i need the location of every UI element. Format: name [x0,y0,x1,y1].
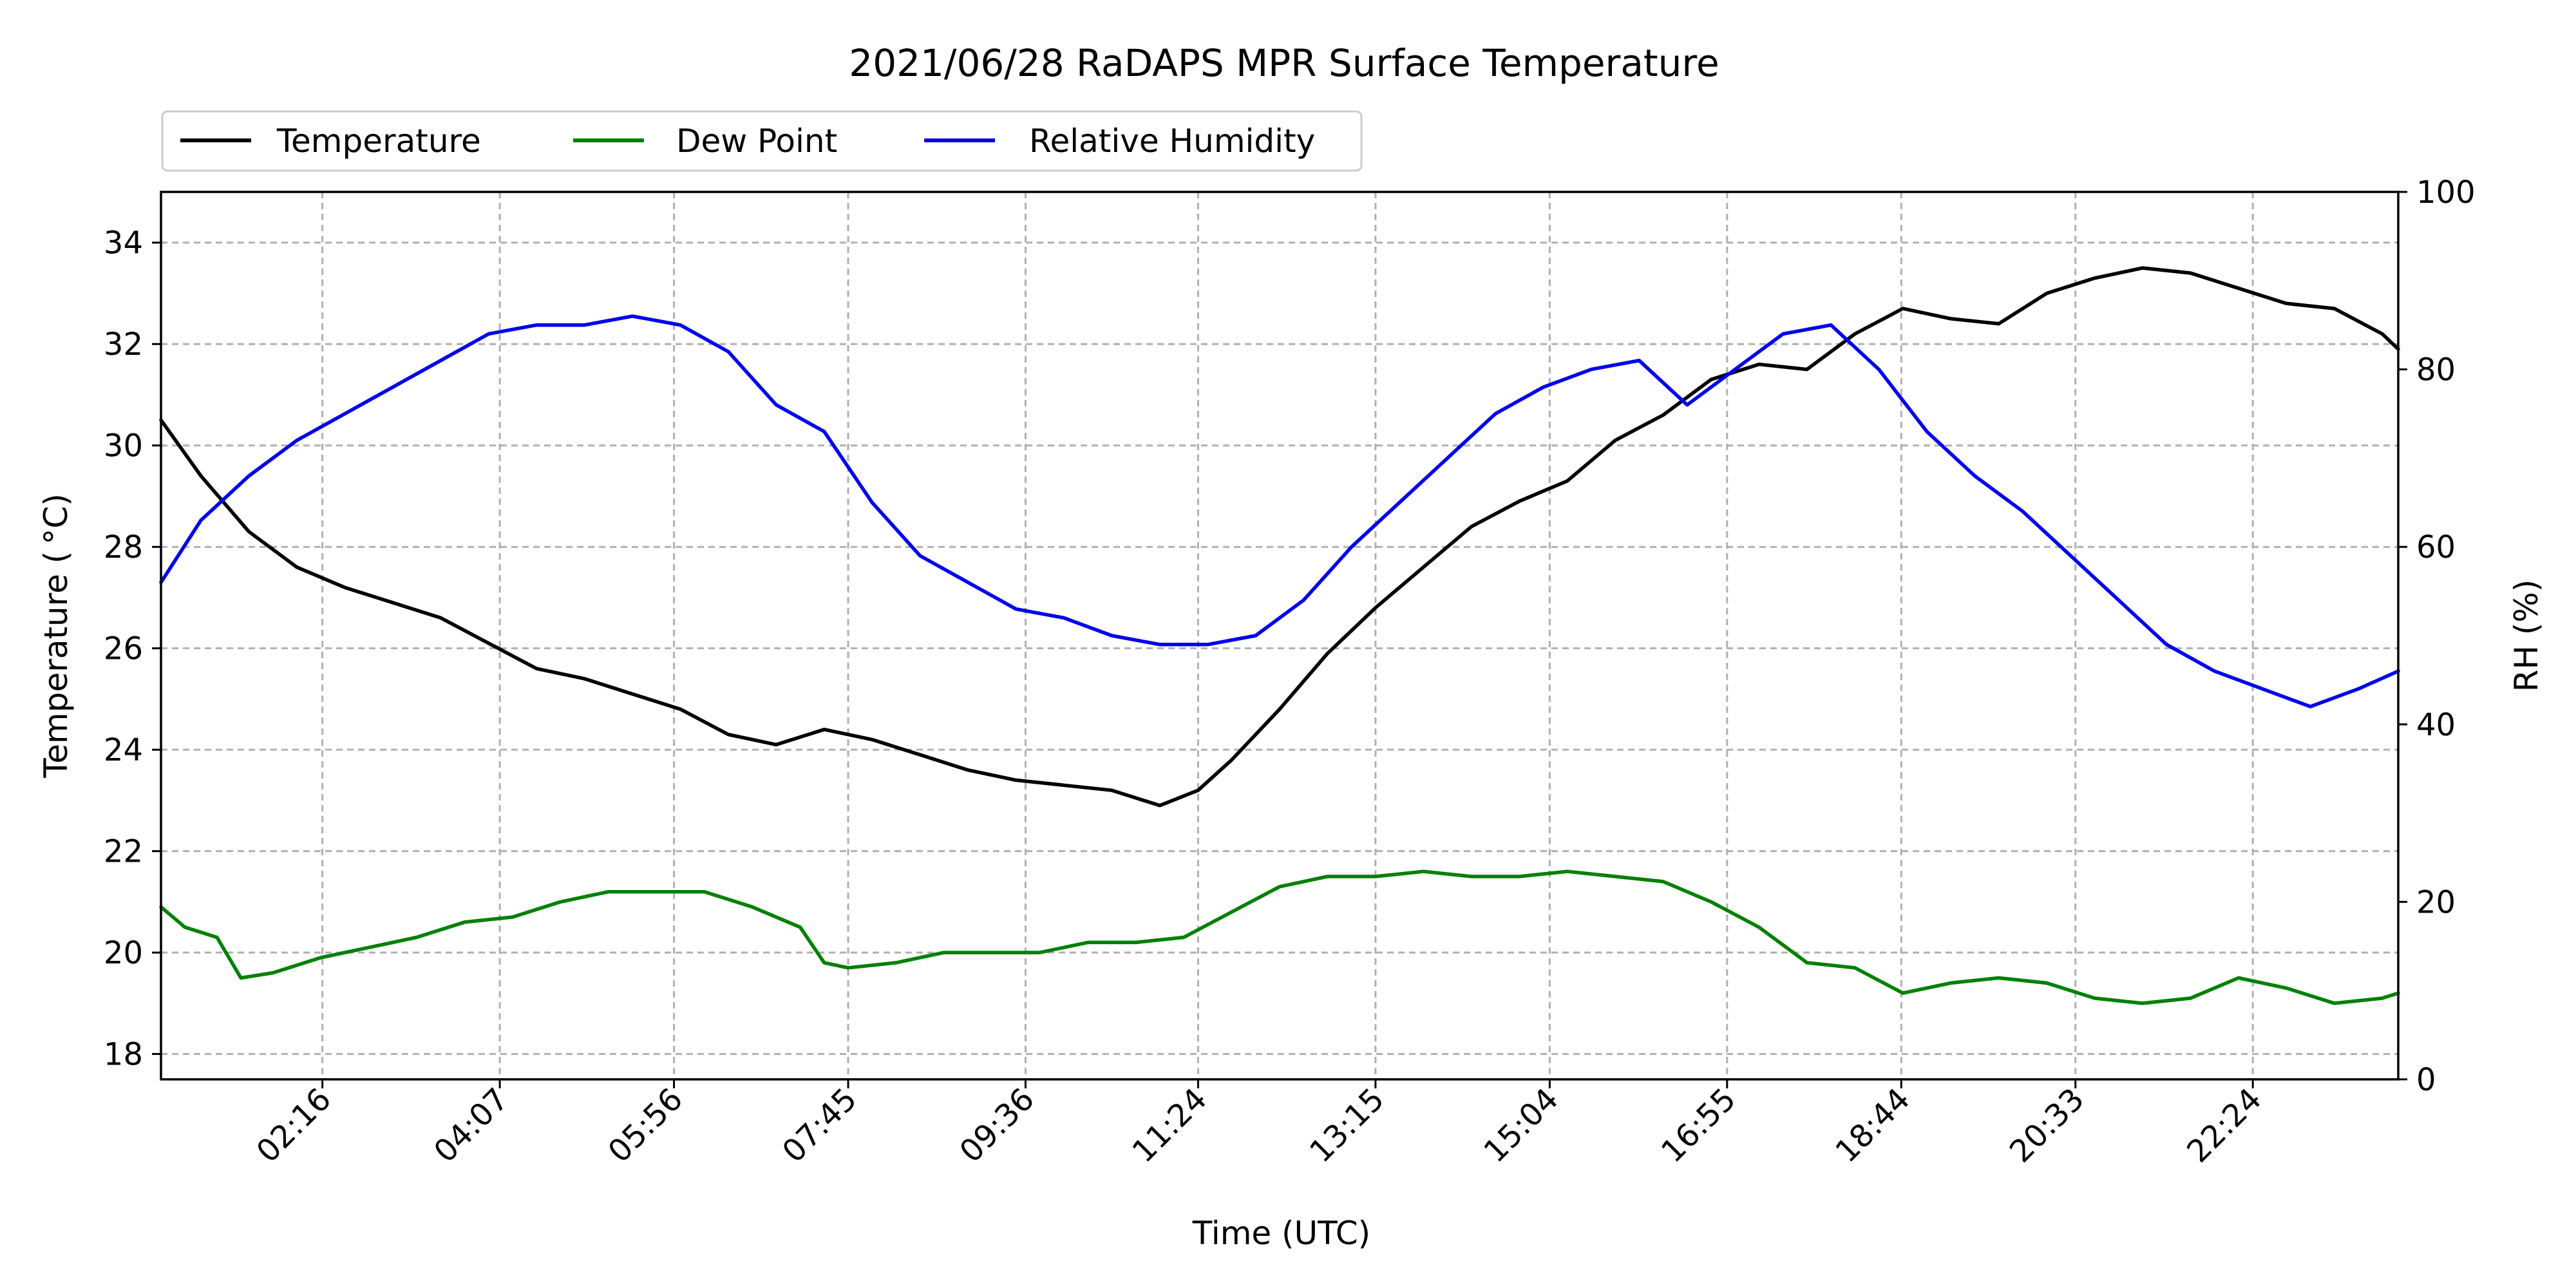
y2-tick-label: 60 [2416,529,2456,565]
series-line-relative-humidity [159,314,2400,708]
y-tick-label: 20 [104,935,143,971]
y-axis-ticks: 18 20 22 24 26 28 30 32 34 [104,225,161,1073]
y2-tick-label: 0 [2416,1062,2436,1098]
legend-label-relative-humidity: Relative Humidity [1029,122,1315,160]
y-tick-label: 34 [104,225,143,261]
y2-axis-label: RH (%) [2508,580,2545,692]
y-axis-label: Temperature ( °C) [37,493,75,779]
y2-tick-label: 80 [2416,352,2456,388]
series-lines [159,266,2400,1005]
y-tick-label: 26 [104,631,143,667]
grid [161,192,2398,1079]
y2-axis-ticks: 0 20 40 60 80 100 [2398,175,2476,1098]
y-tick-label: 28 [104,529,143,565]
legend-box [161,110,1363,172]
y-tick-label: 30 [104,428,143,464]
series-line-dew-point [159,869,2400,1005]
series-line-temperature [159,266,2400,808]
y-tick-label: 18 [104,1037,143,1073]
legend: Temperature Dew Point Relative Humidity [161,110,1363,172]
legend-label-dew-point: Dew Point [676,122,837,160]
x-axis-label: Time (UTC) [1192,1215,1370,1252]
y-tick-label: 24 [104,732,143,768]
y2-tick-label: 40 [2416,707,2456,743]
y-tick-label: 22 [104,834,143,870]
y2-tick-label: 100 [2416,175,2476,211]
y-tick-label: 32 [104,327,143,363]
legend-label-temperature: Temperature [276,122,481,160]
y2-tick-label: 20 [2416,884,2456,920]
chart-title: 2021/06/28 RaDAPS MPR Surface Temperatur… [849,41,1719,85]
plot-frame [160,191,2400,1081]
